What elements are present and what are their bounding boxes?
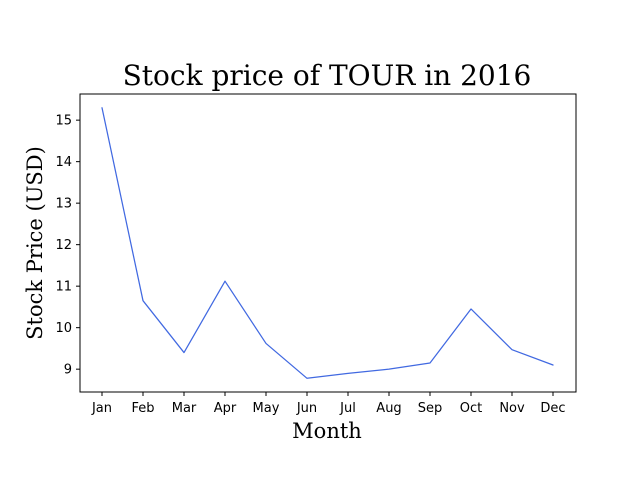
y-axis: 9 10 11 12 13 14 15 (55, 114, 80, 378)
y-tick-label: 10 (55, 321, 72, 336)
x-tick-label: Sep (418, 401, 443, 416)
x-tick-label: Mar (172, 401, 197, 416)
x-axis-label: Month (292, 419, 362, 443)
y-tick-label: 12 (55, 238, 72, 253)
x-tick-label: Apr (214, 401, 237, 416)
x-tick-label: Jan (91, 401, 112, 416)
x-tick-label: Oct (460, 401, 482, 416)
y-tick-label: 13 (55, 197, 72, 212)
x-axis: Jan Feb Mar Apr May Jun Jul Aug Sep Oct Nov Dec (91, 392, 566, 416)
x-tick-label: Feb (131, 401, 154, 416)
x-tick-label: Jul (339, 401, 356, 416)
y-tick-label: 9 (64, 363, 72, 378)
chart-title: Stock price of TOUR in 2016 (123, 59, 532, 92)
series-line (101, 107, 554, 379)
y-axis-label: Stock Price (USD) (23, 146, 47, 340)
y-tick-label: 15 (55, 114, 72, 129)
series-layer (101, 107, 554, 379)
x-tick-label: May (253, 401, 280, 416)
x-tick-label: Nov (499, 401, 525, 416)
x-tick-label: Jun (296, 401, 317, 416)
plot-area-frame (79, 93, 577, 393)
y-tick-label: 11 (55, 280, 72, 295)
y-tick-label: 14 (55, 155, 72, 170)
x-tick-label: Aug (376, 401, 401, 416)
x-tick-label: Dec (540, 401, 565, 416)
